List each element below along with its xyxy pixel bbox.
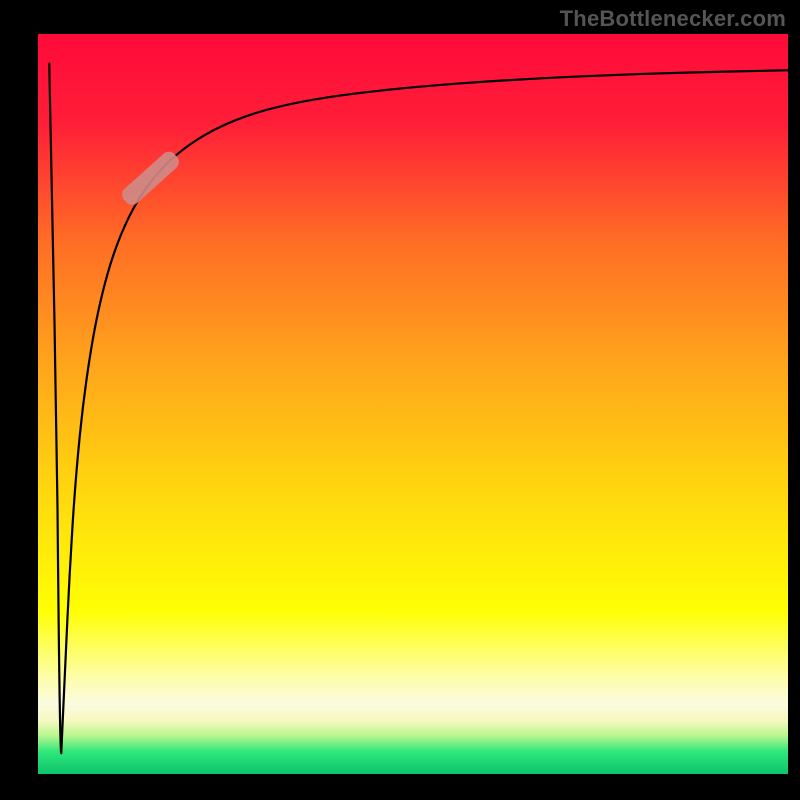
bottleneck-chart — [0, 0, 800, 800]
attribution-text: TheBottlenecker.com — [560, 6, 786, 32]
chart-container: TheBottlenecker.com — [0, 0, 800, 800]
chart-gradient-background — [38, 34, 788, 774]
